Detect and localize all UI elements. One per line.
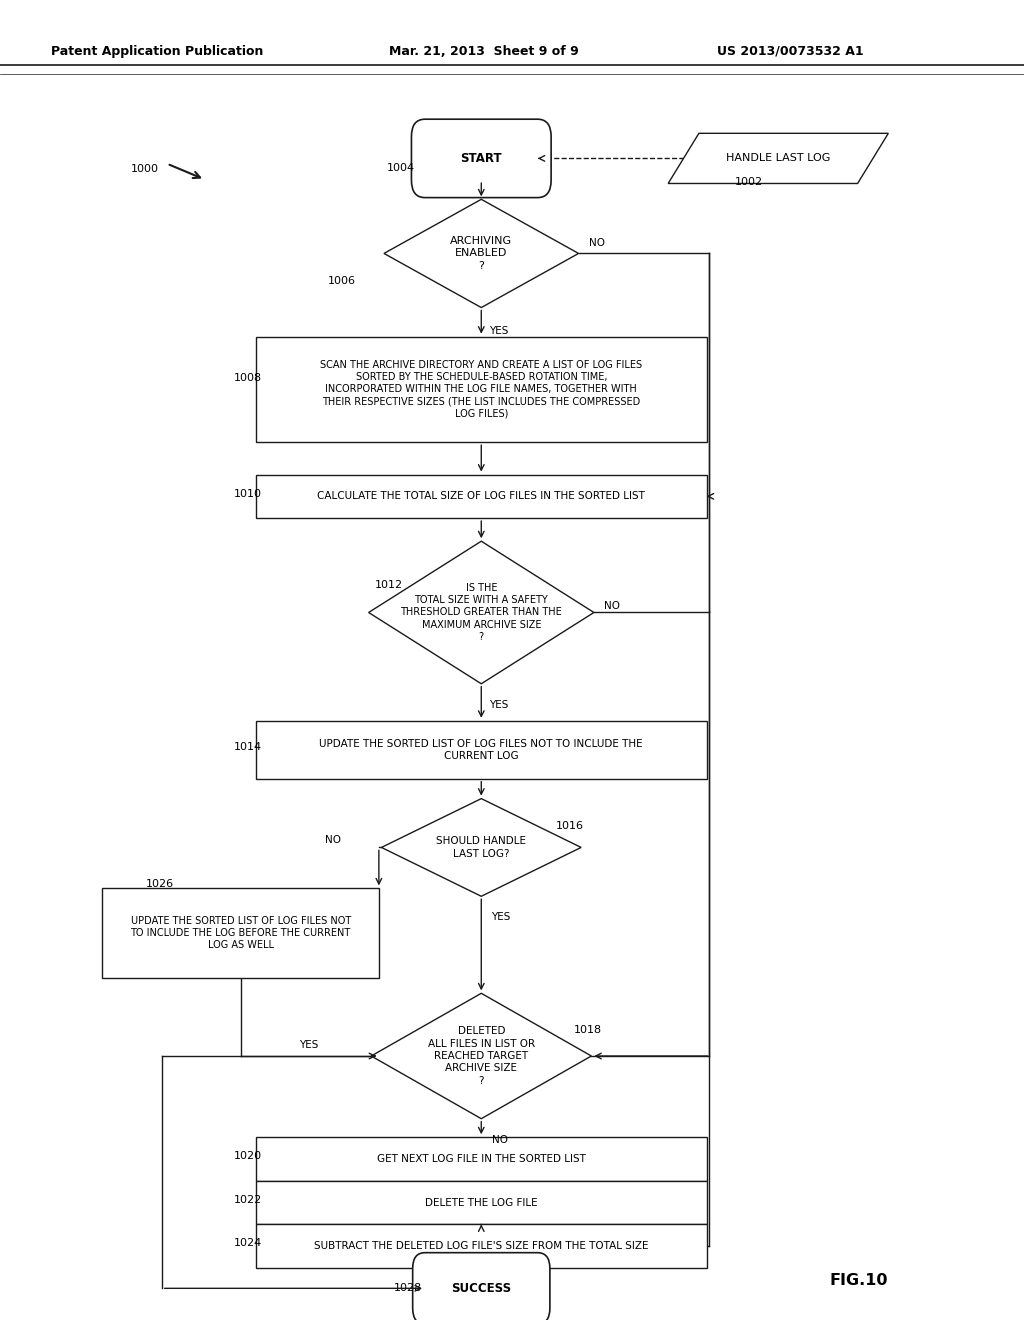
Text: DELETED
ALL FILES IN LIST OR
REACHED TARGET
ARCHIVE SIZE
?: DELETED ALL FILES IN LIST OR REACHED TAR… — [428, 1026, 535, 1086]
FancyBboxPatch shape — [256, 1137, 707, 1180]
FancyBboxPatch shape — [256, 1180, 707, 1225]
Text: 1020: 1020 — [233, 1151, 261, 1162]
Text: 1016: 1016 — [556, 821, 584, 832]
Polygon shape — [384, 199, 579, 308]
Text: Mar. 21, 2013  Sheet 9 of 9: Mar. 21, 2013 Sheet 9 of 9 — [389, 45, 579, 58]
FancyBboxPatch shape — [413, 1253, 550, 1320]
FancyBboxPatch shape — [412, 119, 551, 198]
Text: NO: NO — [604, 601, 621, 611]
Text: 1014: 1014 — [233, 742, 261, 752]
Polygon shape — [371, 993, 592, 1118]
Text: FIG.10: FIG.10 — [829, 1272, 888, 1288]
Text: 1004: 1004 — [387, 162, 415, 173]
Text: YES: YES — [492, 912, 511, 923]
Text: 1018: 1018 — [573, 1024, 601, 1035]
Text: HANDLE LAST LOG: HANDLE LAST LOG — [726, 153, 830, 164]
Text: IS THE
TOTAL SIZE WITH A SAFETY
THRESHOLD GREATER THAN THE
MAXIMUM ARCHIVE SIZE
: IS THE TOTAL SIZE WITH A SAFETY THRESHOL… — [400, 582, 562, 643]
FancyBboxPatch shape — [256, 1225, 707, 1267]
Text: Patent Application Publication: Patent Application Publication — [51, 45, 263, 58]
FancyBboxPatch shape — [256, 337, 707, 442]
FancyBboxPatch shape — [256, 721, 707, 779]
Text: SUCCESS: SUCCESS — [452, 1282, 511, 1295]
Text: 1024: 1024 — [233, 1238, 262, 1249]
Text: 1010: 1010 — [233, 488, 261, 499]
Text: US 2013/0073532 A1: US 2013/0073532 A1 — [717, 45, 863, 58]
Text: SUBTRACT THE DELETED LOG FILE'S SIZE FROM THE TOTAL SIZE: SUBTRACT THE DELETED LOG FILE'S SIZE FRO… — [314, 1241, 648, 1251]
Text: DELETE THE LOG FILE: DELETE THE LOG FILE — [425, 1197, 538, 1208]
Text: 1000: 1000 — [131, 164, 159, 174]
Text: NO: NO — [325, 834, 341, 845]
Text: ARCHIVING
ENABLED
?: ARCHIVING ENABLED ? — [451, 236, 512, 271]
FancyBboxPatch shape — [102, 888, 379, 978]
Text: UPDATE THE SORTED LIST OF LOG FILES NOT
TO INCLUDE THE LOG BEFORE THE CURRENT
LO: UPDATE THE SORTED LIST OF LOG FILES NOT … — [130, 916, 351, 950]
Text: UPDATE THE SORTED LIST OF LOG FILES NOT TO INCLUDE THE
CURRENT LOG: UPDATE THE SORTED LIST OF LOG FILES NOT … — [319, 739, 643, 760]
Text: NO: NO — [492, 1135, 508, 1144]
Text: YES: YES — [489, 700, 509, 710]
Polygon shape — [668, 133, 889, 183]
Polygon shape — [381, 799, 582, 896]
Polygon shape — [369, 541, 594, 684]
Text: SHOULD HANDLE
LAST LOG?: SHOULD HANDLE LAST LOG? — [436, 837, 526, 858]
FancyBboxPatch shape — [256, 474, 707, 517]
Text: 1002: 1002 — [735, 177, 763, 187]
Text: 1022: 1022 — [233, 1195, 262, 1205]
Text: 1026: 1026 — [145, 879, 173, 890]
Text: 1012: 1012 — [375, 579, 402, 590]
Text: NO: NO — [589, 238, 605, 248]
Text: GET NEXT LOG FILE IN THE SORTED LIST: GET NEXT LOG FILE IN THE SORTED LIST — [377, 1154, 586, 1164]
Text: 1006: 1006 — [328, 276, 355, 286]
Text: YES: YES — [299, 1040, 318, 1051]
Text: START: START — [461, 152, 502, 165]
Text: YES: YES — [489, 326, 509, 337]
Text: 1008: 1008 — [233, 372, 261, 383]
Text: 1028: 1028 — [394, 1283, 423, 1294]
Text: CALCULATE THE TOTAL SIZE OF LOG FILES IN THE SORTED LIST: CALCULATE THE TOTAL SIZE OF LOG FILES IN… — [317, 491, 645, 502]
Text: SCAN THE ARCHIVE DIRECTORY AND CREATE A LIST OF LOG FILES
SORTED BY THE SCHEDULE: SCAN THE ARCHIVE DIRECTORY AND CREATE A … — [321, 360, 642, 418]
